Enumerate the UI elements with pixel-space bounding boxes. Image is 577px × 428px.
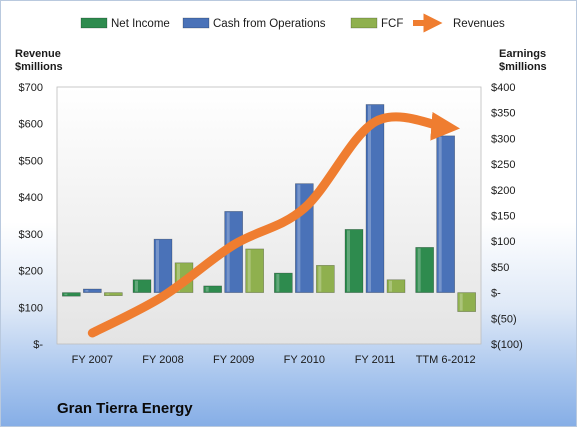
legend-swatch-fcf [350, 17, 378, 29]
bar-highlight [247, 249, 251, 292]
x-tick-label: FY 2007 [72, 354, 113, 366]
bar-highlight [389, 280, 392, 292]
bar-net-income-fy-2011 [344, 229, 364, 293]
bar-highlight [368, 105, 371, 292]
bar-highlight [297, 184, 301, 292]
bar-highlight [347, 230, 350, 292]
bar-highlight [135, 280, 138, 292]
bar-highlight [205, 286, 209, 292]
bar-highlight [177, 263, 180, 292]
left-tick-label: $700 [19, 82, 43, 94]
right-tick-label: $400 [491, 82, 515, 94]
bar-highlight [156, 240, 159, 292]
left-tick-label: $200 [19, 266, 43, 278]
x-tick-label: FY 2009 [213, 354, 254, 366]
bar-cash-from-operations-fy-2007 [83, 288, 102, 293]
left-tick-label: $100 [19, 302, 43, 314]
bar-cash-from-operations-fy-2011 [365, 104, 385, 293]
right-tick-label: $- [491, 288, 501, 300]
left-tick-label: $500 [19, 155, 43, 167]
legend-label-net-income: Net Income [111, 18, 170, 30]
right-tick-label: $300 [491, 133, 515, 145]
company-label: Gran Tierra Energy [57, 400, 193, 417]
right-tick-label: $(100) [491, 339, 523, 351]
bar-net-income-fy-2007 [62, 292, 81, 297]
legend-swatch-net-income [80, 17, 108, 29]
right-tick-label: $(50) [491, 313, 517, 325]
x-tick-label: FY 2010 [284, 354, 325, 366]
x-tick-label: TTM 6-2012 [416, 354, 476, 366]
bar-fcf-fy-2009 [245, 248, 264, 293]
right-tick-label: $250 [491, 159, 515, 171]
legend-swatch-cash-from-operations [182, 17, 210, 29]
bar-highlight [318, 266, 322, 292]
bar-highlight [64, 293, 68, 296]
legend-label-fcf: FCF [381, 18, 403, 30]
bar-highlight [106, 293, 110, 295]
legend-label-revenues: Revenues [453, 18, 505, 30]
bar-fcf-ttm-6-2012 [457, 292, 476, 312]
left-axis-title-line1: Revenue [15, 48, 61, 60]
right-tick-label: $350 [491, 108, 515, 120]
bar-net-income-fy-2008 [132, 279, 152, 293]
right-tick-label: $200 [491, 185, 515, 197]
bar-net-income-fy-2009 [203, 285, 222, 293]
left-tick-label: $- [33, 339, 43, 351]
bar-net-income-fy-2010 [274, 272, 293, 293]
left-tick-label: $400 [19, 192, 43, 204]
legend-label-cash-from-operations: Cash from Operations [213, 18, 326, 30]
right-axis-title-line2: $millions [499, 61, 547, 73]
bar-fcf-fy-2011 [386, 279, 406, 293]
series-line-revenues [87, 111, 461, 338]
left-tick-label: $600 [19, 119, 43, 131]
bar-fcf-fy-2010 [316, 265, 335, 293]
bar-highlight [276, 274, 280, 292]
bar-net-income-ttm-6-2012 [415, 247, 434, 293]
bar-fcf-fy-2007 [104, 292, 123, 296]
right-axis-title-line1: Earnings [499, 48, 546, 60]
bar-highlight [459, 293, 463, 311]
right-tick-label: $150 [491, 211, 515, 223]
left-tick-label: $300 [19, 229, 43, 241]
bar-highlight [417, 248, 421, 292]
bar-highlight [438, 136, 442, 292]
bar-highlight [85, 290, 89, 292]
left-axis-title-line2: $millions [15, 61, 63, 73]
right-tick-label: $100 [491, 236, 515, 248]
x-tick-label: FY 2008 [142, 354, 183, 366]
plot-background [56, 86, 482, 345]
x-tick-label: FY 2011 [355, 354, 396, 366]
right-tick-label: $50 [491, 262, 509, 274]
